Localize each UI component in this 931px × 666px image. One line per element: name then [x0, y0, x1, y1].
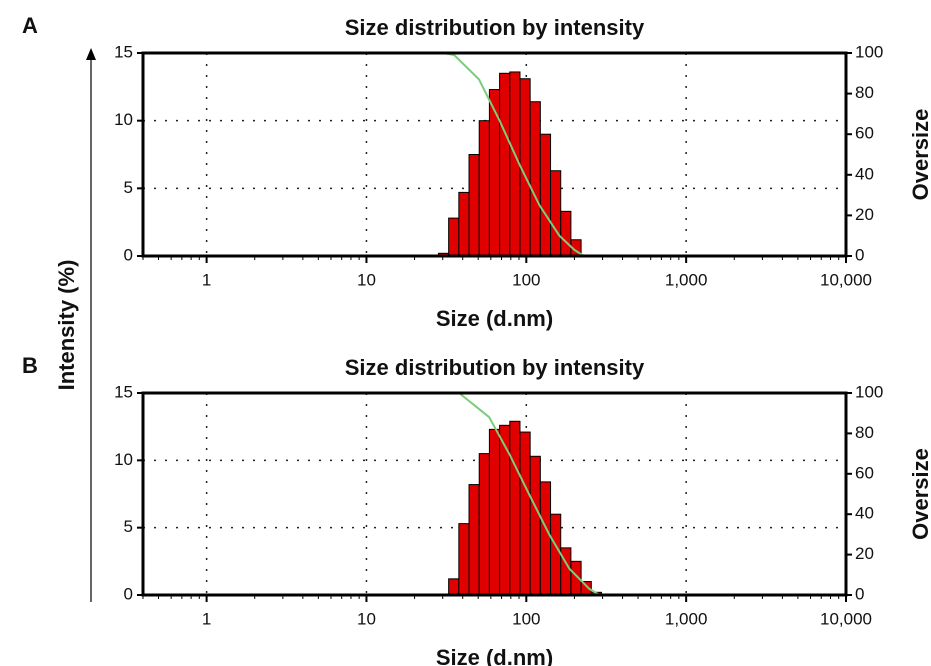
- y2-tick-label: 40: [855, 504, 874, 523]
- x-tick-label: 10: [357, 609, 376, 628]
- y2-tick-label: 0: [855, 584, 864, 603]
- y-tick-label: 10: [114, 110, 133, 129]
- x-tick-label: 10,000: [820, 270, 872, 289]
- bar: [488, 89, 501, 257]
- bar: [529, 455, 541, 596]
- x-tick-label: 1: [202, 609, 211, 628]
- y2-tick-label: 40: [855, 164, 874, 183]
- y-tick-label: 5: [124, 517, 133, 536]
- y2-tick-label: 80: [855, 83, 874, 102]
- bar: [529, 101, 541, 257]
- y2-tick-label: 80: [855, 423, 874, 442]
- bar: [550, 513, 562, 596]
- x-tick-label: 100: [512, 609, 540, 628]
- y-axis-label: Intensity (%): [54, 260, 79, 391]
- x-tick-label: 1,000: [665, 270, 708, 289]
- chart-title: Size distribution by intensity: [345, 15, 645, 40]
- y2-tick-label: 20: [855, 205, 874, 224]
- bar: [539, 133, 552, 257]
- oversize-curve: [143, 392, 601, 596]
- x-axis-label: Size (d.nm): [436, 306, 553, 331]
- x-tick-label: 10,000: [820, 609, 872, 628]
- bar: [448, 578, 460, 596]
- bar: [539, 481, 552, 596]
- y2-tick-label: 20: [855, 544, 874, 563]
- x-tick-label: 1,000: [665, 609, 708, 628]
- bar: [458, 523, 470, 596]
- x-tick-label: 1: [202, 270, 211, 289]
- y2-tick-label: 100: [855, 382, 883, 401]
- bar: [478, 120, 490, 257]
- y-tick-label: 0: [124, 245, 133, 264]
- y-tick-label: 10: [114, 450, 133, 469]
- bar: [550, 170, 562, 257]
- bar: [458, 191, 470, 257]
- y2-tick-label: 60: [855, 124, 874, 143]
- bar: [478, 453, 490, 596]
- plot-frame: [141, 391, 848, 597]
- panel: B Size distribution by intensity 0 5 10 15 0 20…: [22, 353, 931, 666]
- bar: [468, 154, 480, 257]
- chart-title: Size distribution by intensity: [345, 355, 645, 380]
- y-tick-label: 15: [114, 42, 133, 61]
- bar: [509, 420, 521, 596]
- y-tick-label: 5: [124, 178, 133, 197]
- bar: [519, 431, 531, 596]
- plot-frame: [141, 51, 848, 258]
- bar: [468, 484, 480, 596]
- bar: [499, 72, 511, 257]
- y2-axis-label: Oversize: [908, 448, 931, 540]
- x-axis-label: Size (d.nm): [436, 645, 553, 666]
- panel-label: A: [22, 13, 38, 38]
- bar: [560, 210, 572, 257]
- bar: [448, 217, 460, 257]
- y-tick-label: 15: [114, 382, 133, 401]
- x-tick-label: 10: [357, 270, 376, 289]
- y2-tick-label: 60: [855, 463, 874, 482]
- y2-tick-label: 0: [855, 245, 864, 264]
- x-tick-label: 100: [512, 270, 540, 289]
- y2-axis-label: Oversize: [908, 109, 931, 201]
- bar: [488, 428, 501, 596]
- y2-tick-label: 100: [855, 42, 883, 61]
- panel: A Size distribution by intensity051015020…: [22, 13, 931, 602]
- panel-label: B: [22, 353, 38, 378]
- y-tick-label: 0: [124, 584, 133, 603]
- y-axis-arrowhead: [86, 48, 96, 60]
